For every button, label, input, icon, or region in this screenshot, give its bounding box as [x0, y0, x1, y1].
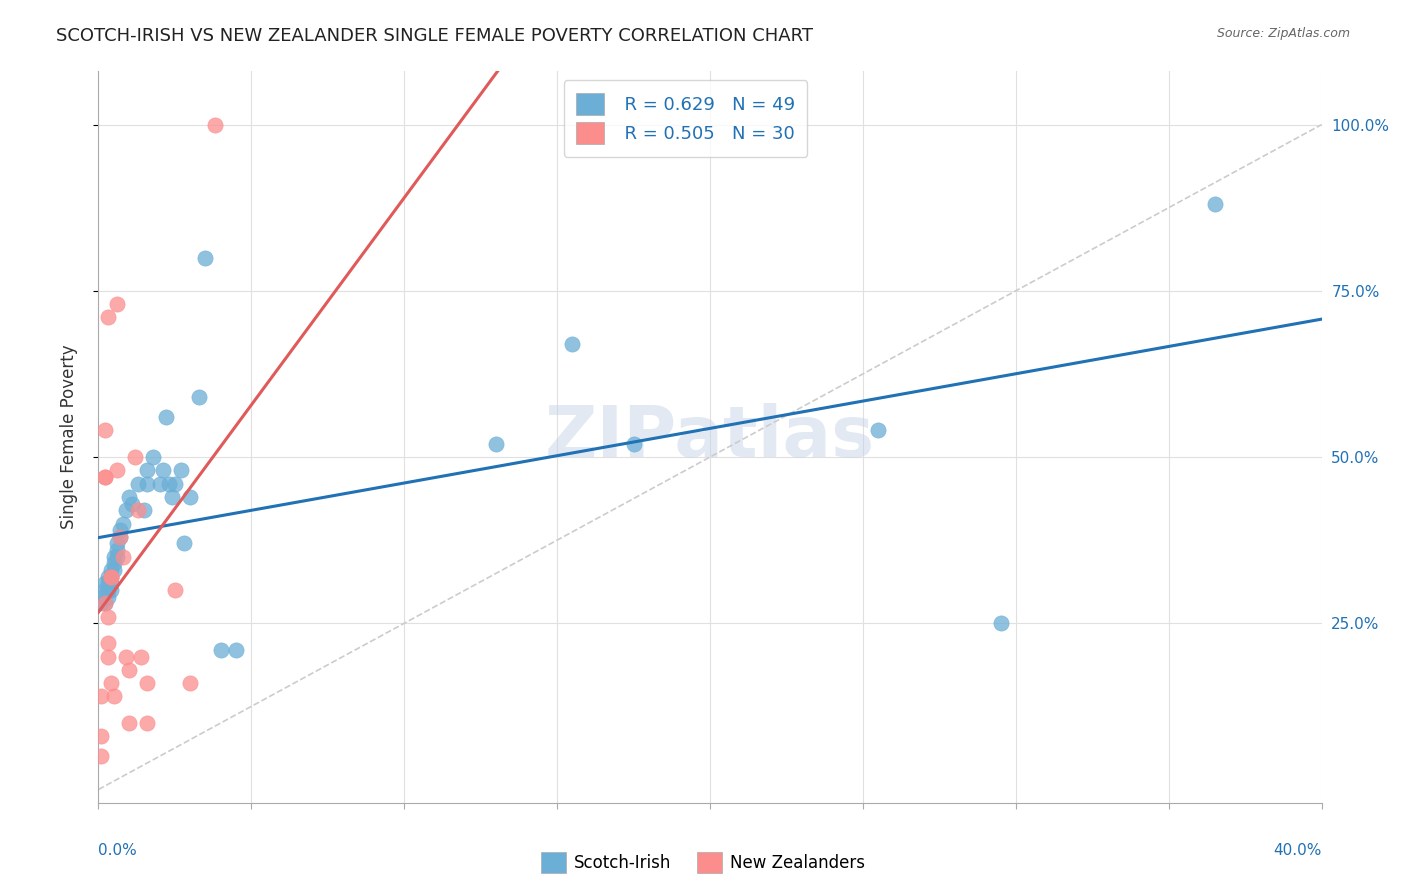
Point [136, 476, 159, 491]
Point [105, 297, 128, 311]
Point [100, 582, 122, 597]
Point [118, 490, 141, 504]
Point [160, 490, 183, 504]
Point [105, 536, 128, 550]
Point [118, 663, 141, 677]
Text: 0.0%: 0.0% [98, 843, 138, 858]
Point [209, 643, 232, 657]
Point [188, 390, 211, 404]
Point [121, 497, 143, 511]
Point [93, 470, 115, 484]
Point [136, 716, 159, 731]
Point [179, 490, 201, 504]
Point [108, 523, 131, 537]
Point [142, 450, 165, 464]
Point [97, 310, 120, 325]
Point [1204, 197, 1226, 211]
Point [100, 676, 122, 690]
Point [623, 436, 645, 450]
Point [93, 424, 115, 438]
Point [100, 570, 122, 584]
Point [90, 590, 112, 604]
Point [93, 582, 115, 597]
Point [111, 516, 134, 531]
Point [103, 549, 125, 564]
Point [173, 536, 195, 550]
Text: ZIPatlas: ZIPatlas [546, 402, 875, 472]
Text: SCOTCH-IRISH VS NEW ZEALANDER SINGLE FEMALE POVERTY CORRELATION CHART: SCOTCH-IRISH VS NEW ZEALANDER SINGLE FEM… [56, 27, 813, 45]
Point [93, 470, 115, 484]
Point [90, 596, 112, 610]
Point [204, 118, 226, 132]
Point [868, 424, 890, 438]
Point [97, 582, 120, 597]
Point [152, 463, 174, 477]
Point [155, 410, 177, 425]
Point [136, 463, 159, 477]
Point [179, 676, 201, 690]
Legend: Scotch-Irish, New Zealanders: Scotch-Irish, New Zealanders [534, 846, 872, 880]
Point [118, 716, 141, 731]
Point [115, 503, 138, 517]
Point [97, 570, 120, 584]
Point [97, 636, 120, 650]
Point [103, 557, 125, 571]
Point [100, 570, 122, 584]
Point [97, 576, 120, 591]
Point [129, 649, 152, 664]
Text: 40.0%: 40.0% [1274, 843, 1322, 858]
Point [108, 530, 131, 544]
Point [170, 463, 193, 477]
Point [90, 749, 112, 764]
Point [103, 563, 125, 577]
Point [225, 643, 247, 657]
Point [100, 576, 122, 591]
Point [157, 476, 180, 491]
Point [97, 590, 120, 604]
Point [90, 729, 112, 743]
Point [105, 543, 128, 558]
Point [194, 251, 217, 265]
Point [111, 549, 134, 564]
Point [115, 649, 138, 664]
Point [97, 609, 120, 624]
Y-axis label: Single Female Poverty: Single Female Poverty [59, 345, 77, 529]
Point [93, 596, 115, 610]
Point [93, 596, 115, 610]
Point [163, 582, 186, 597]
Point [105, 463, 128, 477]
Point [163, 476, 186, 491]
Legend:   R = 0.629   N = 49,   R = 0.505   N = 30: R = 0.629 N = 49, R = 0.505 N = 30 [564, 80, 807, 157]
Point [100, 570, 122, 584]
Point [134, 503, 156, 517]
Point [97, 649, 120, 664]
Point [100, 563, 122, 577]
Point [485, 436, 508, 450]
Point [103, 690, 125, 704]
Point [108, 530, 131, 544]
Point [124, 450, 146, 464]
Point [127, 476, 149, 491]
Point [561, 337, 583, 351]
Point [127, 503, 149, 517]
Point [105, 549, 128, 564]
Point [136, 676, 159, 690]
Point [90, 690, 112, 704]
Point [990, 616, 1012, 631]
Point [149, 476, 172, 491]
Text: Source: ZipAtlas.com: Source: ZipAtlas.com [1216, 27, 1350, 40]
Point [93, 576, 115, 591]
